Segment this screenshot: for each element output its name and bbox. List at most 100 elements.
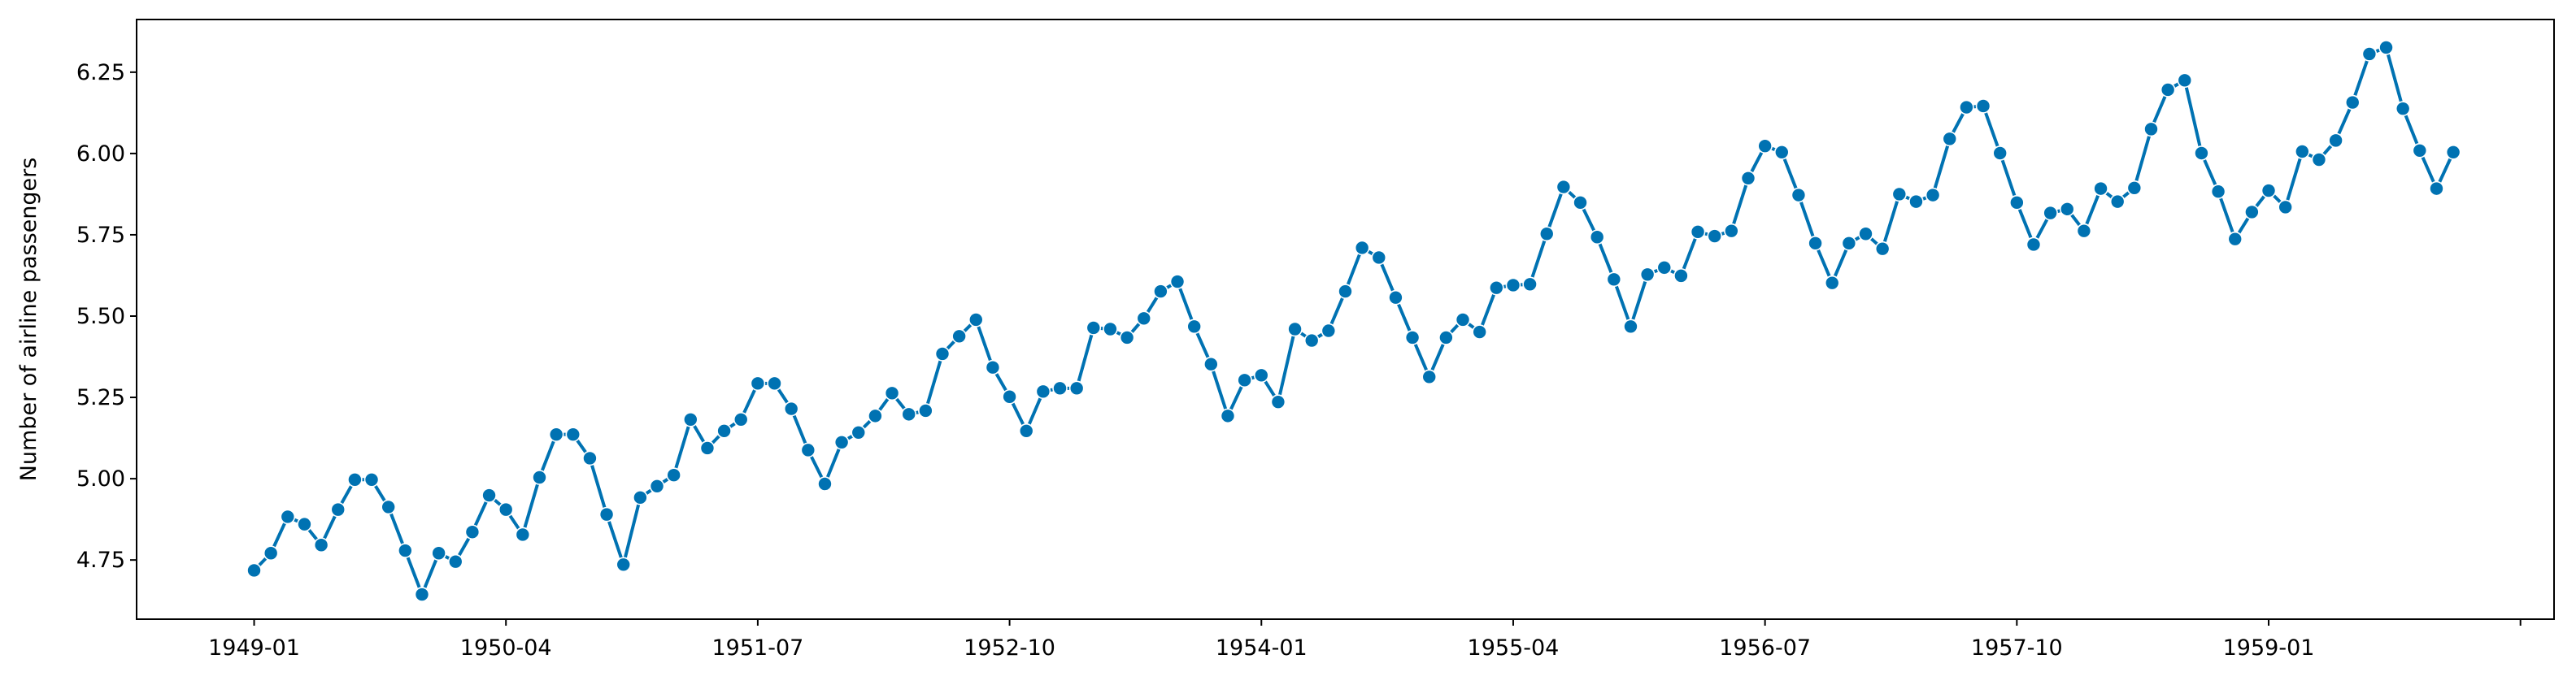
- plot-frame: [136, 19, 2555, 620]
- data-point: [1573, 195, 1588, 210]
- x-tick-label: 1956-07: [1719, 635, 1811, 661]
- data-point: [2395, 101, 2411, 116]
- data-point: [1959, 99, 1974, 115]
- data-point: [1169, 274, 1186, 289]
- data-point: [398, 543, 413, 558]
- y-tick-label: 5.50: [76, 304, 125, 329]
- data-point: [783, 401, 799, 417]
- data-point: [548, 427, 564, 442]
- data-point: [2210, 184, 2226, 200]
- data-point: [280, 509, 296, 525]
- data-point: [2227, 231, 2243, 247]
- data-point: [2026, 236, 2042, 253]
- data-point: [1522, 276, 1538, 293]
- data-point: [1068, 380, 1085, 397]
- data-point: [1891, 186, 1908, 202]
- data-point: [1656, 260, 1673, 275]
- data-point: [447, 553, 463, 570]
- data-point: [633, 490, 648, 505]
- y-tick-label: 5.00: [76, 466, 125, 492]
- data-point: [666, 467, 681, 483]
- data-point: [2361, 46, 2378, 62]
- x-tick-label: 1949-01: [208, 635, 300, 661]
- y-axis-label: Number of airline passengers: [16, 158, 41, 482]
- data-point: [1472, 324, 1487, 340]
- data-point: [800, 442, 816, 458]
- data-point: [1975, 98, 1991, 114]
- data-point: [1942, 131, 1958, 147]
- data-point: [1220, 408, 1236, 424]
- data-point: [901, 406, 917, 423]
- data-point: [532, 470, 547, 485]
- data-point: [1237, 372, 1252, 388]
- data-point: [884, 385, 900, 401]
- data-point: [1421, 369, 1438, 385]
- data-point: [1874, 241, 1891, 257]
- data-point: [1639, 267, 1656, 283]
- y-tick-label: 5.25: [76, 385, 125, 410]
- data-point: [263, 545, 279, 561]
- data-point: [1773, 144, 1790, 160]
- data-point: [817, 476, 833, 492]
- data-point: [716, 423, 732, 439]
- data-point: [1287, 321, 1303, 337]
- data-point: [1253, 367, 1269, 384]
- data-point: [1841, 236, 1857, 251]
- data-point: [1908, 193, 1924, 210]
- data-point: [515, 527, 531, 543]
- data-point: [1035, 384, 1051, 400]
- x-tick-label: 1957-10: [1971, 635, 2063, 661]
- data-point: [1505, 277, 1521, 293]
- data-point: [1002, 388, 1017, 405]
- data-point: [968, 312, 984, 327]
- data-point: [1338, 284, 1353, 299]
- data-point: [330, 501, 346, 518]
- data-point: [2344, 94, 2361, 111]
- data-point: [246, 562, 262, 579]
- data-point: [2328, 132, 2343, 149]
- data-point: [1303, 332, 1320, 349]
- data-point: [1438, 330, 1454, 345]
- data-point: [1673, 268, 1689, 284]
- data-point: [1203, 356, 1219, 372]
- data-point: [2143, 121, 2159, 137]
- y-tick-label: 4.75: [76, 548, 125, 573]
- data-point: [616, 557, 632, 573]
- data-point: [598, 506, 615, 522]
- data-point: [1489, 280, 1504, 296]
- data-point: [1690, 224, 1706, 240]
- data-point: [1589, 229, 1605, 245]
- data-point: [1086, 320, 1102, 336]
- data-point: [985, 359, 1001, 375]
- data-point: [498, 501, 514, 518]
- data-point: [313, 537, 329, 553]
- data-point: [381, 499, 396, 515]
- data-point: [2412, 142, 2428, 158]
- data-point: [2278, 199, 2293, 215]
- data-point: [2059, 202, 2075, 217]
- data-point: [1740, 171, 1756, 186]
- data-point: [1724, 223, 1739, 239]
- data-point: [1824, 275, 1840, 291]
- data-point: [2378, 40, 2394, 55]
- data-point: [683, 411, 698, 427]
- data-point: [1808, 236, 1823, 251]
- data-point: [1925, 187, 1941, 203]
- data-point: [2445, 144, 2461, 160]
- data-point: [565, 427, 581, 442]
- data-point: [1018, 423, 1034, 439]
- data-point: [2244, 204, 2260, 220]
- series-line: [253, 46, 2455, 596]
- data-point: [1052, 380, 1068, 397]
- data-point: [2109, 193, 2126, 210]
- data-point: [1858, 226, 1873, 242]
- data-point: [1354, 240, 1370, 256]
- data-point: [582, 450, 598, 466]
- x-tick-label: 1951-07: [711, 635, 803, 661]
- data-point: [934, 346, 951, 362]
- data-point: [1538, 226, 1555, 242]
- data-point: [1707, 228, 1723, 244]
- data-point: [767, 375, 782, 392]
